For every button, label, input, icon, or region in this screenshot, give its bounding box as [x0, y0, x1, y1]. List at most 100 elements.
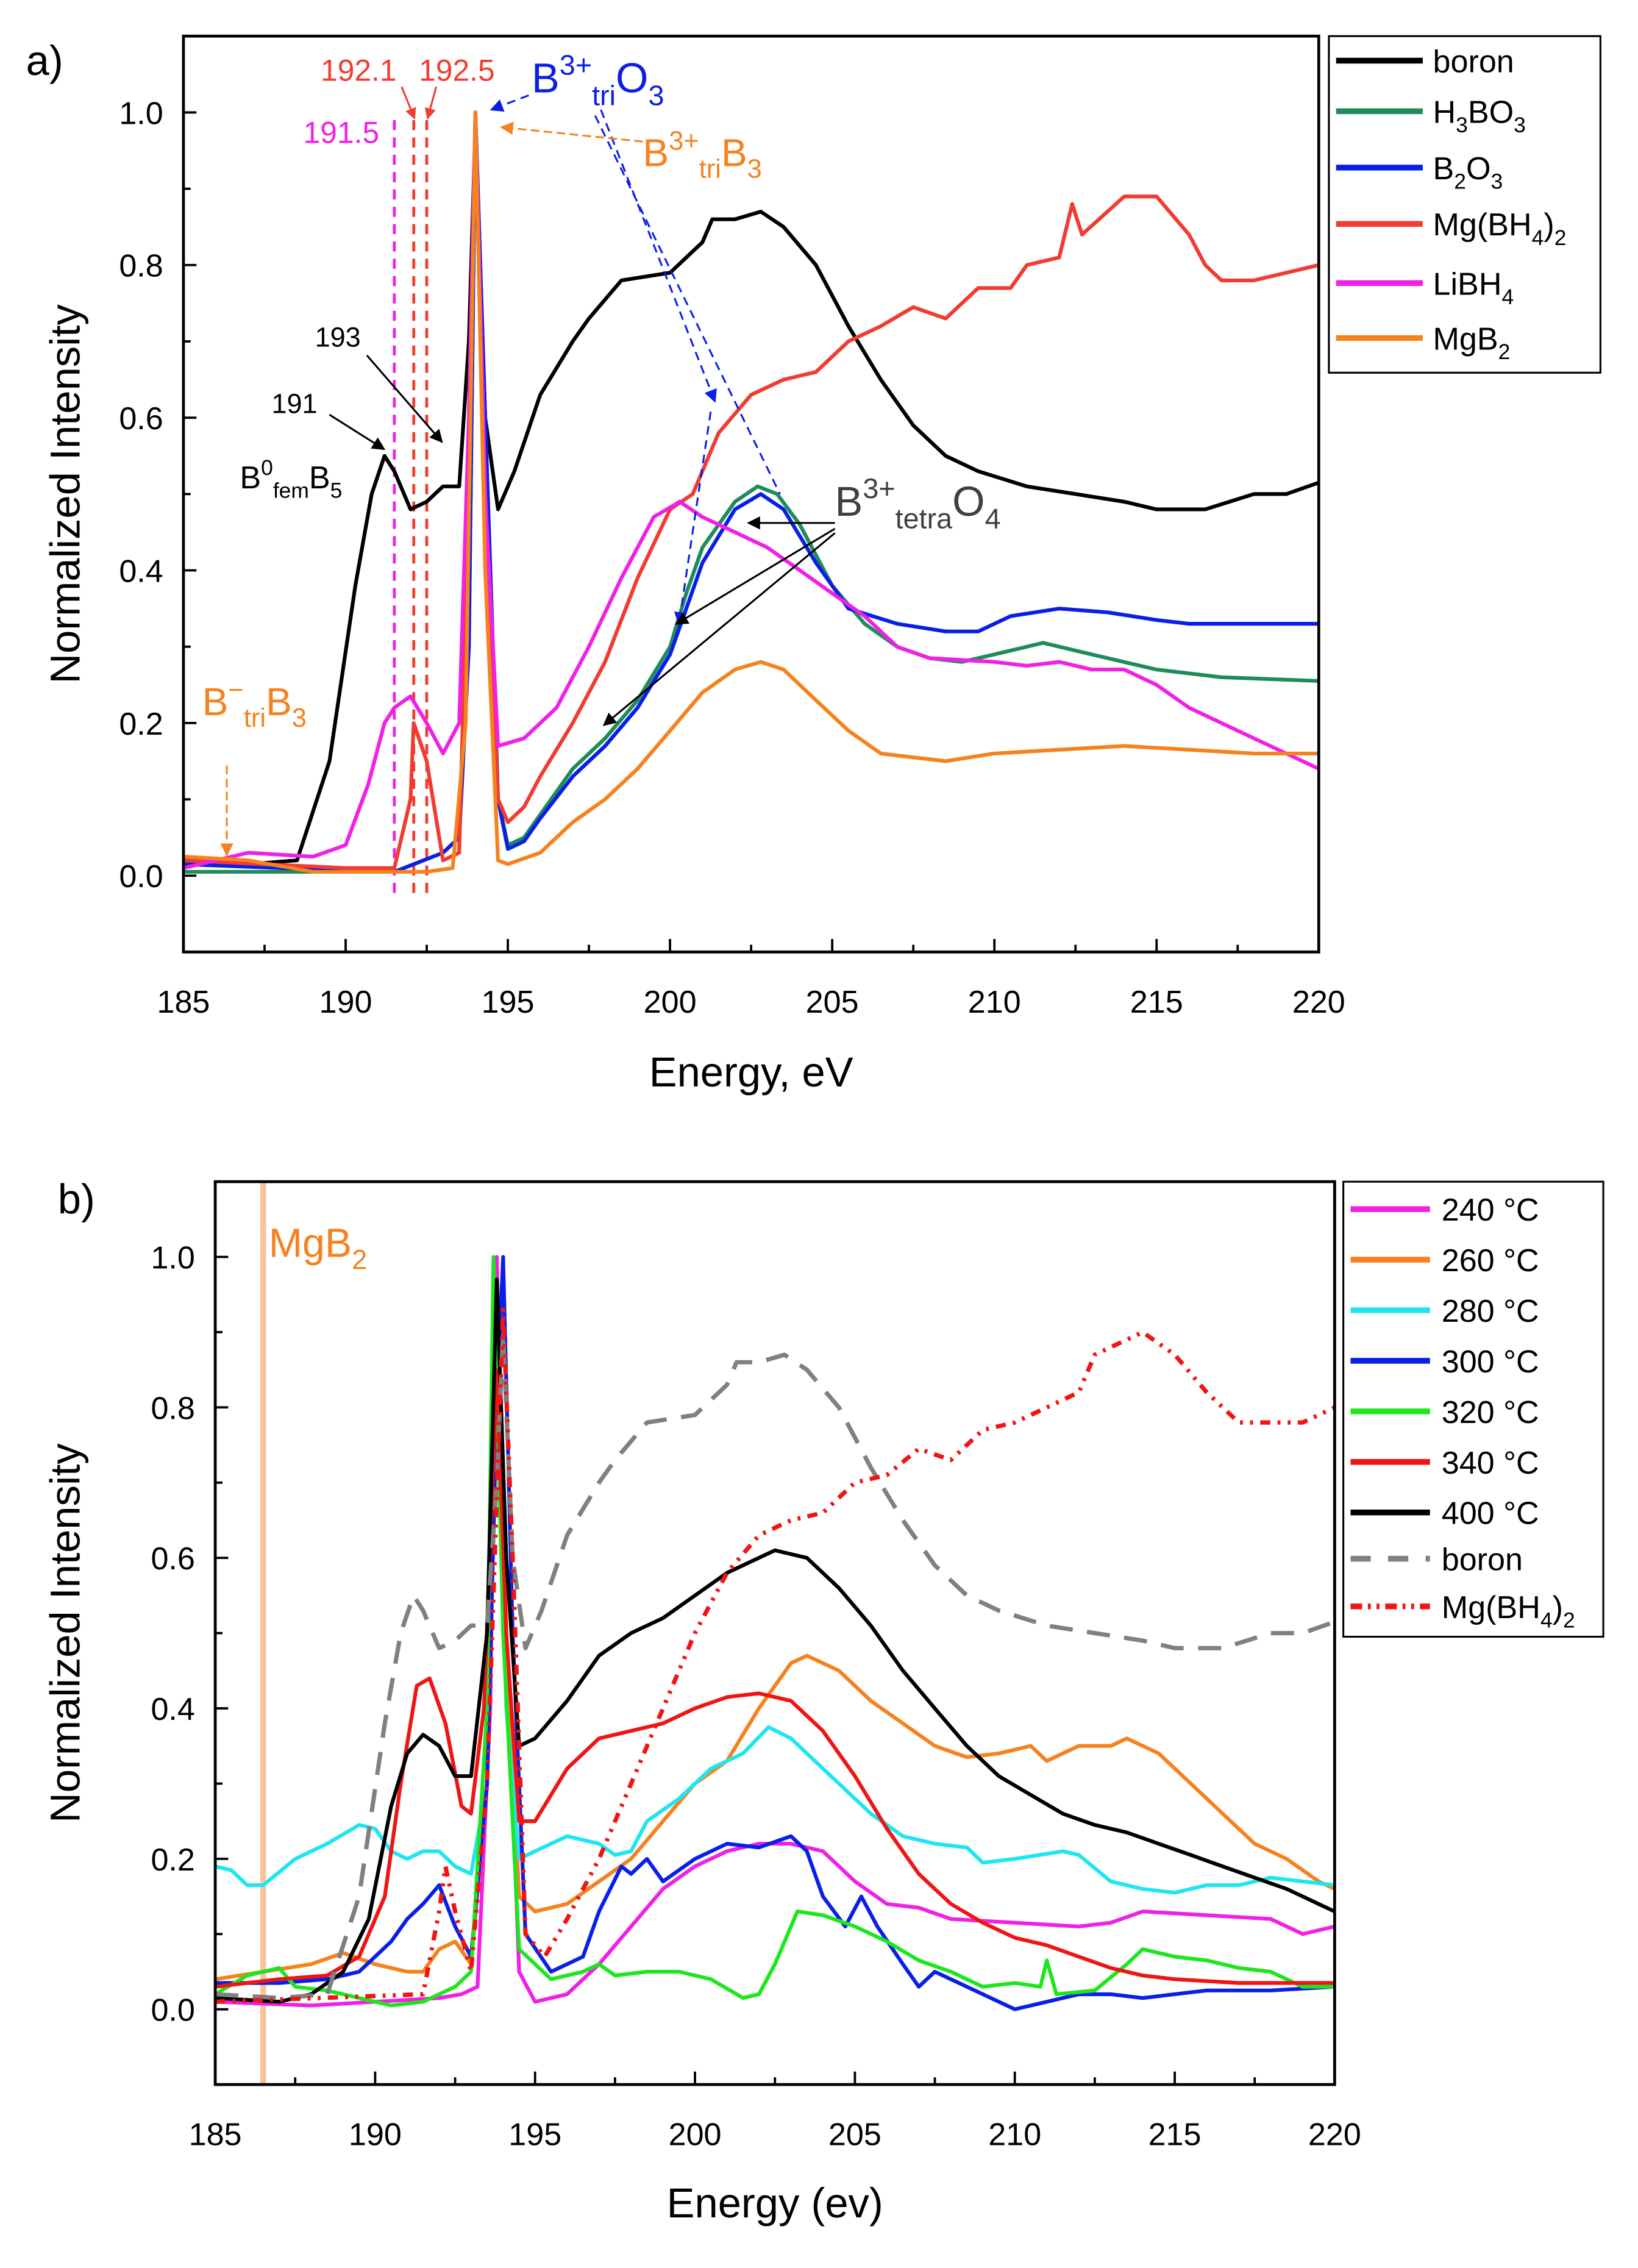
annotation-label-part: 3+	[669, 127, 699, 156]
legend-label-part: 3	[1514, 113, 1526, 137]
annotation-label-part: B	[266, 680, 292, 724]
annotation-label-part: fem	[273, 479, 309, 503]
y-tick-label: 0.4	[119, 554, 163, 589]
series-line-8	[215, 1307, 1335, 2004]
x-tick-label: 220	[1308, 2117, 1361, 2153]
y-tick-label: 0.2	[151, 1842, 194, 1878]
series-line-4	[183, 110, 1319, 870]
legend-label-part: 2	[1454, 169, 1466, 193]
series-group	[215, 1255, 1335, 2011]
y-tick-label: 0.0	[119, 859, 163, 894]
annotation-label-part: B	[309, 460, 330, 496]
x-tick-label: 185	[189, 2117, 242, 2153]
legend-label: boron	[1433, 44, 1514, 79]
annotation-label: 192.5	[419, 54, 495, 88]
annotation-label-part: 193	[315, 322, 361, 353]
y-tick-label: 0.8	[151, 1391, 194, 1426]
legend-label-part: LiBH	[1433, 266, 1502, 302]
legend-label-part: B	[1433, 151, 1455, 187]
series-line-7	[215, 1330, 1335, 2000]
legend-label: Mg(BH4)2	[1433, 207, 1567, 250]
y-tick-label: 0.0	[151, 1993, 194, 2028]
y-tick-label: 0.6	[151, 1541, 194, 1577]
y-tick-label: 1.0	[151, 1241, 194, 1276]
series-group	[183, 110, 1319, 874]
panel-label: b)	[58, 1175, 95, 1222]
annotation-label-part: B	[721, 130, 747, 174]
annotation-arrow	[674, 412, 712, 626]
chart-panel-b: 185 190 195 200 205 210 215 220 0.0 0.2 0.4 0.6 0.8 1…	[41, 1175, 1604, 2227]
x-tick-label: 195	[508, 2117, 561, 2153]
annotation-label-part: 5	[330, 479, 343, 503]
x-tick-label: 210	[988, 2117, 1041, 2153]
x-tick-label: 190	[349, 2117, 402, 2153]
legend-label: 260 °C	[1442, 1243, 1539, 1278]
legend-label-part: 260 °C	[1442, 1243, 1539, 1278]
annotation-label-part: 4	[985, 502, 1001, 534]
legend-label: MgB2	[1433, 321, 1511, 364]
annotation-label: MgB2	[269, 1221, 367, 1275]
series-line-3	[215, 1255, 1335, 2011]
x-tick-label: 215	[1148, 2117, 1202, 2153]
annotation-label-part: tri	[244, 704, 266, 733]
legend-label-part: O	[1466, 151, 1491, 187]
annotation-label-part: 0	[261, 455, 273, 480]
annotation-label: 191	[271, 388, 317, 419]
annotation-label-part: 192.5	[419, 54, 495, 88]
panel-label: a)	[26, 37, 63, 84]
x-tick-label: 220	[1292, 985, 1345, 1020]
y-tick-label: 0.2	[119, 707, 163, 742]
legend-label-part: )	[1553, 1590, 1563, 1625]
annotation-arrow	[424, 86, 438, 120]
legend-label-part: 2	[1498, 340, 1511, 364]
annotation-label: B3+tetraO4	[835, 472, 1001, 535]
legend-label: 240 °C	[1442, 1193, 1539, 1228]
y-tick-label: 0.6	[119, 401, 163, 437]
annotation-label-part: B	[643, 130, 669, 174]
y-tick-label: 0.4	[151, 1692, 194, 1727]
annotation-arrow	[600, 109, 717, 403]
annotation-arrow	[401, 86, 416, 120]
annotation-label-part: 2	[352, 1244, 367, 1275]
annotation-arrow	[329, 413, 386, 451]
annotation-label-part: 191.5	[304, 116, 380, 150]
annotation-label-part: MgB	[269, 1221, 352, 1266]
legend-box	[1328, 35, 1601, 374]
legend-label-part: 280 °C	[1442, 1294, 1539, 1329]
annotation-label-part: −	[228, 676, 243, 705]
x-tick-label: 210	[968, 985, 1021, 1020]
legend-label: boron	[1442, 1542, 1523, 1578]
series-line-2	[215, 1330, 1335, 1895]
series-line-5	[183, 110, 1319, 874]
x-axis-title: Energy, eV	[649, 1049, 853, 1096]
y-axis-title: Normalized Intensity	[41, 304, 88, 684]
legend-label-part: boron	[1442, 1542, 1523, 1578]
x-tick-label: 215	[1130, 985, 1183, 1020]
annotation-label-part: 3	[747, 155, 762, 184]
annotation-label-part: O	[952, 478, 985, 525]
legend-label-part: )	[1544, 207, 1554, 243]
x-tick-label: 185	[157, 985, 210, 1020]
x-tick-label: 205	[806, 985, 859, 1020]
annotation-label: B−triB3	[202, 676, 307, 733]
legend-label-part: 4	[1532, 226, 1544, 250]
annotation-arrow	[675, 527, 836, 625]
annotation-arrow	[500, 121, 643, 143]
series-line-2	[183, 110, 1319, 874]
annotation-arrow	[366, 354, 443, 443]
x-tick-label: 200	[644, 985, 697, 1020]
annotation-label: B0femB5	[240, 455, 342, 502]
legend-label: Mg(BH4)2	[1442, 1590, 1575, 1633]
legend-label: 340 °C	[1442, 1446, 1539, 1481]
annotation-label-part: tri	[699, 155, 721, 184]
legend-label-part: 2	[1563, 1608, 1575, 1632]
x-axis-title: Energy (ev)	[667, 2180, 883, 2227]
y-tick-label: 0.8	[119, 249, 163, 284]
annotation-label-part: tri	[592, 79, 616, 111]
annotation-label-part: 191	[271, 388, 317, 419]
chart-panel-a: 185 190 195 200 205 210 215 2200.00.20.40.60.81…	[26, 34, 1601, 1096]
legend-label-part: 400 °C	[1442, 1496, 1539, 1532]
annotation-label: 191.5	[304, 116, 380, 150]
legend-label-part: 4	[1540, 1608, 1553, 1632]
